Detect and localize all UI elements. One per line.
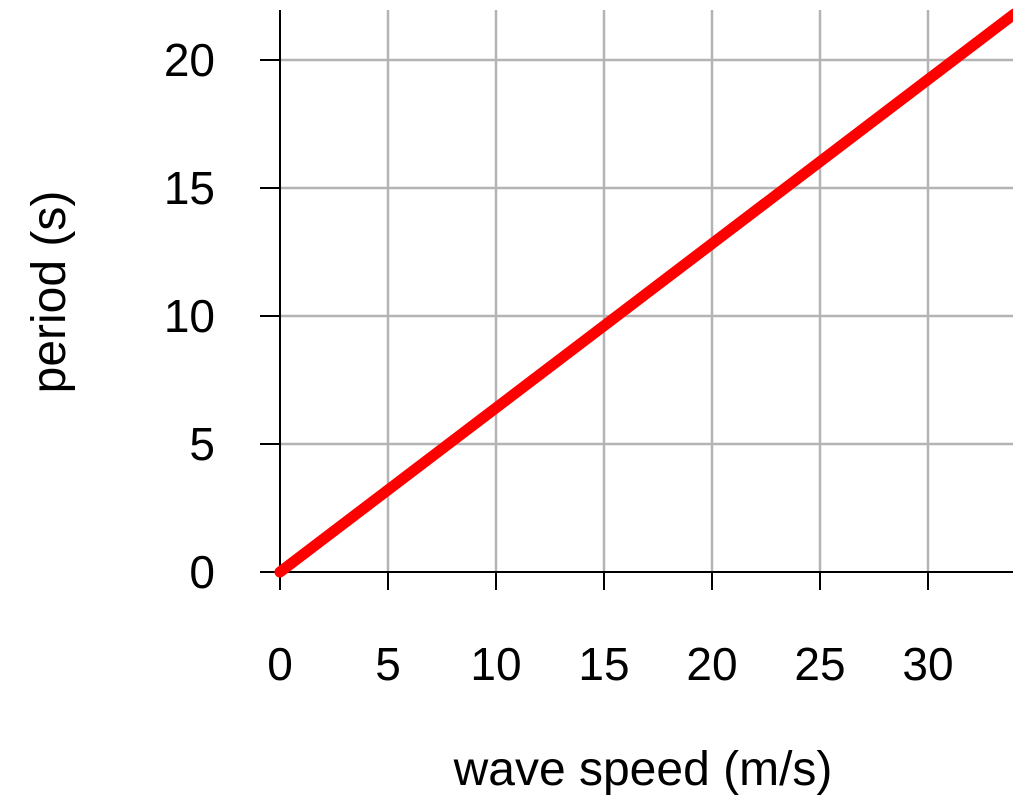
y-axis-label: period (s) [23, 191, 76, 394]
y-tick-label: 5 [189, 418, 215, 470]
series [274, 8, 1013, 578]
axes [279, 10, 1013, 573]
ticks [260, 59, 929, 590]
x-axis-label: wave speed (m/s) [453, 743, 833, 796]
grid [280, 10, 1013, 572]
y-tick-label: 20 [164, 34, 215, 86]
x-tick-label: 20 [686, 638, 737, 690]
x-tick-label: 25 [794, 638, 845, 690]
x-tick-label: 15 [578, 638, 629, 690]
x-tick-label: 0 [267, 638, 293, 690]
y-tick-label: 15 [164, 162, 215, 214]
x-tick-label: 10 [470, 638, 521, 690]
tick-labels: 0 5 10 15 20 25 30 0 5 10 15 20 [164, 34, 954, 690]
x-tick-label: 5 [375, 638, 401, 690]
x-tick-label: 30 [902, 638, 953, 690]
y-tick-label: 10 [164, 290, 215, 342]
y-tick-label: 0 [189, 546, 215, 598]
series-line [274, 8, 1013, 578]
